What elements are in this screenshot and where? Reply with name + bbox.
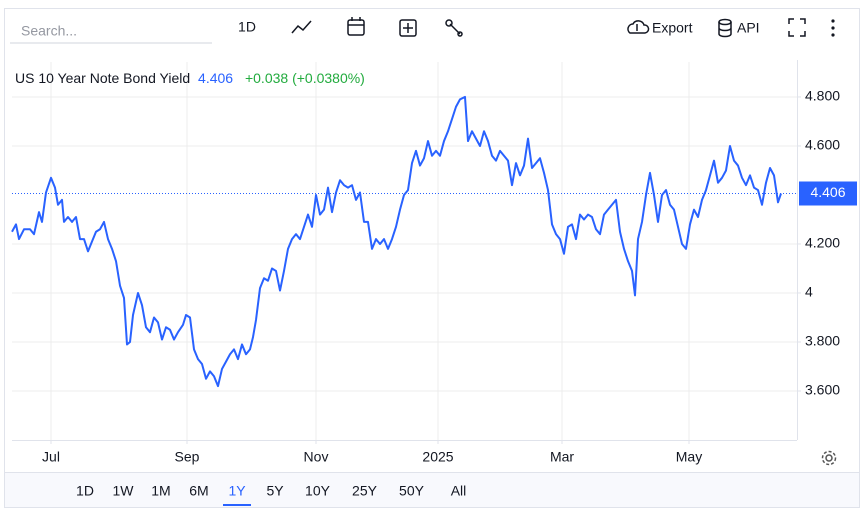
x-tick-label: Sep (175, 449, 200, 465)
fullscreen-icon[interactable] (788, 18, 806, 37)
line-type-icon[interactable] (291, 20, 312, 34)
x-tick-label: Jul (42, 449, 60, 465)
last-price-label: 4.406 (810, 184, 845, 200)
legend-title: US 10 Year Note Bond Yield (15, 70, 190, 86)
export-button[interactable]: Export (627, 20, 693, 36)
last-price-tag (799, 181, 857, 206)
y-tick-label: 4.200 (805, 235, 840, 251)
x-tick-label: May (676, 449, 702, 465)
menu-icon[interactable] (831, 19, 835, 37)
export-label[interactable]: Export (652, 20, 693, 36)
x-tick-label: 2025 (422, 449, 453, 465)
range-button[interactable]: 25Y (352, 483, 378, 499)
api-button[interactable]: API (718, 18, 760, 38)
y-tick-label: 4.600 (805, 137, 840, 153)
y-tick-label: 4 (805, 284, 813, 300)
y-tick-label: 3.800 (805, 333, 840, 349)
range-button[interactable]: 1D (76, 483, 94, 499)
range-button[interactable]: All (451, 483, 467, 499)
settings-tool-icon[interactable] (445, 19, 463, 37)
legend-value: 4.406 (198, 70, 233, 86)
axis-settings-icon[interactable] (821, 450, 837, 466)
range-button[interactable]: 1W (113, 483, 135, 499)
interval-button[interactable]: 1D (238, 19, 256, 35)
series-line (11, 95, 782, 388)
range-button[interactable]: 1M (151, 483, 170, 499)
range-button[interactable]: 6M (189, 483, 208, 499)
range-bar (5, 472, 859, 507)
calendar-icon[interactable] (347, 17, 365, 36)
range-button[interactable]: 10Y (305, 483, 331, 499)
grid (12, 62, 797, 440)
legend: US 10 Year Note Bond Yield 4.406 +0.038 … (15, 70, 365, 86)
legend-change: +0.038 (+0.0380%) (245, 70, 365, 86)
range-button[interactable]: 5Y (266, 483, 284, 499)
range-button[interactable]: 1Y (228, 483, 246, 499)
add-icon[interactable] (399, 19, 417, 37)
y-tick-label: 4.800 (805, 88, 840, 104)
plot (11, 95, 797, 388)
search-box[interactable]: Search... (21, 23, 77, 39)
y-tick-label: 3.600 (805, 382, 840, 398)
range-buttons: 1D 1W 1M 6M 1Y 5Y 10Y 25Y 50Y All (76, 483, 467, 506)
x-tick-label: Mar (550, 449, 574, 465)
api-label[interactable]: API (737, 20, 760, 36)
frame (4, 8, 860, 508)
x-tick-label: Nov (304, 449, 329, 465)
range-button[interactable]: 50Y (399, 483, 425, 499)
